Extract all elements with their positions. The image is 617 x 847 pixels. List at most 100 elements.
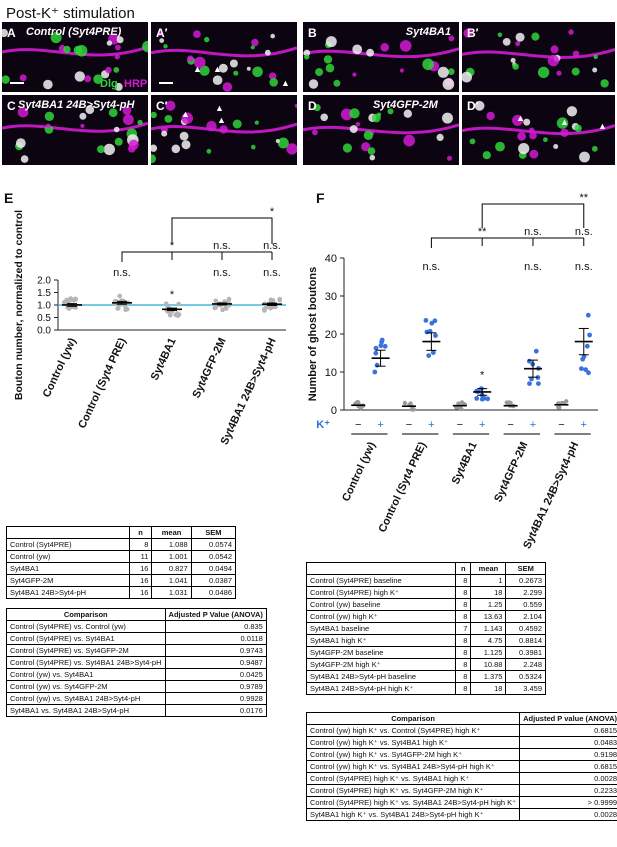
table-cell: 0.2673 — [505, 574, 546, 587]
highk-point — [378, 343, 384, 349]
bracket-label: n.s. — [263, 240, 281, 252]
image-panel-d: D Syt4GFP-2M — [303, 95, 459, 165]
highk-point — [474, 396, 480, 401]
table-cell: Control (Syt4PRE) vs. Syt4BA1 24B>Syt4-p… — [6, 656, 166, 669]
plus-label: + — [377, 419, 383, 431]
highk-point — [580, 356, 586, 362]
bouton-blob — [74, 71, 86, 82]
highk-point — [529, 376, 534, 382]
bouton-blob — [510, 57, 516, 63]
table-header-row: Comparison Adjusted P Value (ANOVA) — [6, 608, 267, 621]
arrowhead-icon: ▲ — [213, 64, 222, 74]
table-cell: Syt4BA1 baseline — [305, 622, 457, 635]
data-point — [262, 308, 267, 313]
table-cell: 0.3981 — [505, 646, 546, 659]
table-row: Syt4GFP-2M high K⁺ 8 10.88 2.248 — [305, 658, 546, 671]
highk-point — [586, 370, 591, 376]
bouton-blob — [571, 67, 580, 76]
bouton-blob — [79, 112, 87, 120]
highk-point — [382, 343, 388, 349]
bouton-blob — [159, 38, 165, 43]
axon-trace — [462, 47, 615, 59]
bouton-blob — [163, 44, 168, 49]
table-row: Control (yw) high K⁺ vs. Syt4BA1 high K⁺… — [305, 736, 617, 749]
highk-point — [587, 332, 592, 338]
table-cell: 7 — [455, 622, 472, 635]
table-cell: 8 — [455, 610, 472, 623]
panel-tag: D — [308, 99, 317, 113]
data-point — [223, 305, 228, 311]
axon-trace — [303, 47, 459, 59]
axon-trace — [303, 123, 459, 135]
table-row: Control (Syt4PRE) vs. Control (yw) 0.835 — [6, 620, 267, 633]
table-row: Syt4BA1 24B>Syt4-pH 16 1.031 0.0486 — [6, 586, 237, 599]
bouton-blob — [106, 40, 113, 46]
nmj-image-d — [303, 104, 459, 161]
bouton-blob — [367, 147, 376, 155]
bouton-blob — [369, 154, 376, 161]
table-row: Control (Syt4PRE) vs. Syt4BA1 24B>Syt4-p… — [6, 656, 267, 669]
table-cell: Control (Syt4PRE) vs. Control (yw) — [6, 620, 166, 633]
table-row: Control (Syt4PRE) high K⁺ vs. Syt4GFP-2M… — [305, 784, 617, 797]
highk-point — [379, 339, 384, 345]
bouton-blob — [512, 63, 519, 70]
genotype-label: Syt4BA1 24B>Syt4-pH — [18, 99, 135, 111]
panel-tag: A′ — [156, 26, 168, 40]
table-row: Control (yw) vs. Syt4BA1 0.0425 — [6, 668, 267, 681]
baseline-point — [358, 405, 363, 411]
table-header-cell: Adjusted P value (ANOVA) — [519, 712, 617, 725]
bouton-blob — [44, 111, 55, 121]
table-cell: 0.6815 — [519, 760, 617, 773]
x-tick-label: Control (yw) — [41, 336, 79, 400]
table-cell: Control (yw) vs. Syt4GFP-2M — [6, 680, 166, 693]
bouton-blob — [151, 111, 157, 119]
highk-point — [433, 333, 438, 338]
bouton-blob — [181, 112, 193, 124]
comparison-bracket — [171, 217, 273, 244]
table-cell: Syt4GFP-2M high K⁺ — [305, 658, 457, 671]
data-point — [66, 306, 72, 311]
table-header-row: Comparison Adjusted P value (ANOVA) — [305, 712, 617, 725]
table-row: Control (Syt4PRE) high K⁺ 8 18 2.299 — [305, 586, 546, 599]
bouton-blob — [233, 70, 239, 76]
nmj-image-c-prime — [151, 100, 297, 164]
x-tick-label: Syt4BA1 — [450, 440, 480, 486]
bouton-blob — [312, 129, 318, 136]
image-panel-c: C Syt4BA1 24B>Syt4-pH — [2, 95, 148, 165]
bouton-blob — [502, 38, 511, 46]
table-cell: 8 — [128, 538, 153, 551]
table-cell: 18 — [470, 586, 507, 599]
table-cell: 16 — [128, 562, 153, 575]
table-cell: 8 — [455, 574, 472, 587]
table-cell: 0.0118 — [164, 632, 267, 645]
table-row: Control (yw) 11 1.001 0.0542 — [6, 550, 237, 563]
table-row: Control (Syt4PRE) 8 1.088 0.0574 — [6, 538, 237, 551]
comparison-bracket — [121, 251, 272, 262]
table-cell: Control (Syt4PRE) high K⁺ — [305, 586, 457, 599]
bouton-blob — [2, 75, 10, 84]
table-cell: Syt4BA1 — [6, 562, 130, 575]
y-tick-label: 40 — [325, 253, 337, 265]
significance-label: n.s. — [113, 267, 131, 279]
baseline-point — [556, 405, 561, 410]
bouton-blob — [442, 78, 455, 90]
data-point — [116, 305, 121, 311]
table-cell: 0.2233 — [519, 784, 617, 797]
table-cell: 1.041 — [151, 574, 192, 587]
table-cell: Control (yw) high K⁺ vs. Syt4BA1 high K⁺ — [305, 736, 521, 749]
bouton-blob — [469, 138, 476, 145]
highk-point — [423, 318, 429, 323]
bouton-blob — [361, 142, 371, 152]
highk-point — [432, 318, 438, 324]
bouton-blob — [2, 28, 8, 38]
table-cell: Control (Syt4PRE) high K⁺ vs. Syt4GFP-2M… — [305, 784, 521, 797]
bracket-label: ** — [478, 226, 487, 238]
data-point — [264, 304, 269, 310]
bouton-blob — [232, 119, 242, 129]
table-cell: 0.835 — [164, 620, 267, 633]
bouton-blob — [19, 74, 27, 82]
table-cell: 8 — [455, 682, 472, 695]
bouton-blob — [560, 128, 569, 137]
bouton-blob — [45, 123, 51, 129]
bouton-blob — [315, 68, 324, 77]
